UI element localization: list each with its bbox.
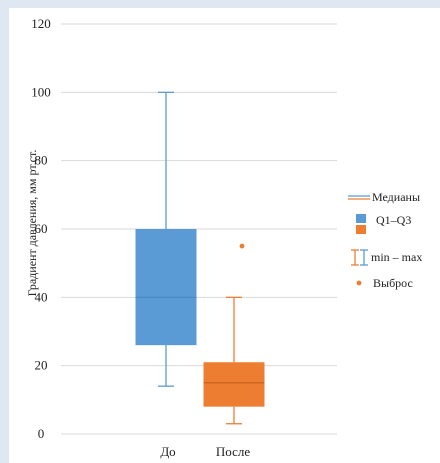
y-tick-label: 100	[31, 84, 51, 99]
legend-median-label: Медианы	[372, 190, 420, 204]
legend: Медианы Q1–Q3 min – max Выброс	[348, 190, 422, 290]
y-tick-labels: 0 20 40 60 80 100 120	[31, 16, 51, 441]
y-tick-label: 60	[35, 221, 48, 236]
y-tick-label: 0	[38, 426, 45, 441]
legend-outlier-marker	[356, 280, 362, 286]
y-tick-label: 20	[35, 358, 48, 373]
boxplot-chart: 0 20 40 60 80 100 120 До После Градиент давлени…	[25, 16, 422, 459]
gridlines	[61, 23, 337, 435]
y-tick-label: 40	[35, 289, 48, 304]
iqr-box	[203, 362, 265, 407]
chart-frame: 0 20 40 60 80 100 120 До После Градиент давлени…	[9, 8, 440, 463]
box-2	[203, 243, 265, 425]
category-label: После	[216, 444, 250, 459]
legend-box-marker	[356, 214, 366, 234]
outlier-point	[239, 243, 245, 249]
legend-median-marker	[348, 195, 370, 200]
legend-whisker-label: min – max	[371, 250, 422, 264]
legend-outlier-label: Выброс	[373, 276, 413, 290]
y-tick-label: 120	[31, 16, 51, 31]
y-tick-label: 80	[35, 153, 48, 168]
y-axis-label: Градиент давления, мм рт.ст.	[25, 150, 39, 297]
category-label: До	[160, 444, 175, 459]
boxes	[135, 91, 265, 425]
legend-box-label: Q1–Q3	[376, 213, 411, 227]
iqr-box	[135, 229, 197, 346]
box-1	[135, 91, 197, 387]
legend-whisker-marker	[351, 249, 368, 266]
category-labels: До После	[160, 444, 250, 459]
